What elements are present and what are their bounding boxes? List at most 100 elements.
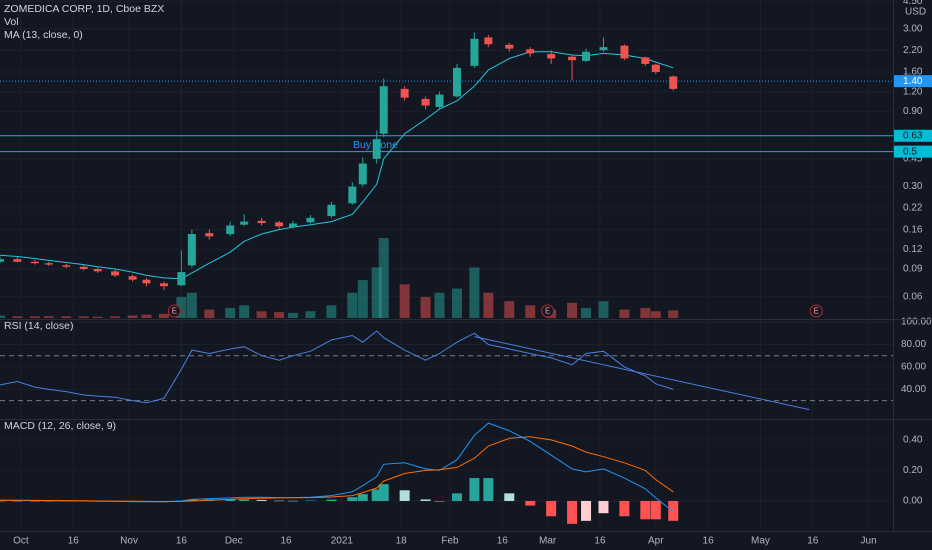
candle-body (484, 37, 493, 45)
y-tick-label: 40.00 (901, 384, 926, 395)
macd-histogram-bar (451, 493, 462, 501)
candle-body (669, 76, 678, 89)
y-tick-label: 0.06 (903, 291, 923, 302)
candle-body (379, 86, 388, 134)
volume-bar (256, 311, 267, 318)
x-tick-label: Feb (441, 536, 459, 547)
macd-histogram-bar (357, 494, 368, 501)
y-tick-label: 0.09 (903, 264, 923, 275)
candle-body (470, 38, 479, 66)
candle-body (547, 54, 556, 59)
macd-histogram-bar (619, 500, 630, 517)
macd-histogram-bar (186, 499, 197, 501)
macd-histogram-bar (256, 499, 267, 501)
x-tick-label: Apr (648, 536, 664, 547)
x-tick-label: Nov (120, 536, 138, 547)
macd-histogram-bar (274, 500, 285, 502)
signal-line (0, 436, 674, 503)
volume-bar (225, 307, 236, 318)
volume-bar (525, 305, 536, 318)
volume-bar (640, 307, 651, 318)
candle-body (651, 64, 660, 72)
rsi-legend: RSI (14, close) (4, 320, 73, 332)
macd-legend: MACD (12, 26, close, 9) (4, 420, 116, 432)
candle-body (372, 139, 381, 159)
y-tick-label: 80.00 (901, 339, 926, 350)
price-label-box (894, 75, 932, 88)
x-tick-label: 16 (497, 536, 509, 547)
macd-histogram-bar (12, 500, 23, 502)
y-tick-label: 100.00 (901, 317, 932, 328)
volume-bar (158, 313, 169, 318)
candle-body (582, 51, 591, 61)
volume-bar (650, 311, 661, 318)
volume-bar (483, 292, 494, 318)
volume-bar (78, 316, 89, 318)
candle-body (526, 49, 535, 54)
candle-body (620, 45, 629, 59)
candle-body (289, 223, 298, 228)
event-label: E (814, 307, 819, 316)
y-tick-label: 60.00 (901, 362, 926, 373)
volume-bar (43, 316, 54, 318)
y-tick-label: 0.30 (903, 181, 923, 192)
y-tick-label: 3.00 (903, 24, 923, 35)
candle-body (187, 234, 196, 266)
volume-bar (127, 315, 138, 318)
volume-legend: Vol (4, 16, 19, 28)
volume-bar (141, 314, 152, 318)
currency-label: USD (905, 7, 926, 18)
y-tick-label: 0.90 (903, 106, 923, 117)
candle-body (205, 233, 214, 237)
volume-bar (420, 296, 431, 318)
volume-bar (12, 316, 23, 318)
macd-histogram-bar (29, 500, 40, 502)
volume-bar (29, 316, 40, 318)
candle-body (79, 266, 88, 270)
macd-histogram-bar (581, 500, 592, 521)
volume-bar (110, 316, 121, 318)
volume-bar (598, 301, 609, 318)
volume-bar (61, 316, 72, 318)
candle-body (348, 186, 357, 204)
price-label-box (894, 129, 932, 142)
candle-body (0, 259, 4, 262)
candle-body (435, 94, 444, 107)
volume-bar (288, 312, 299, 318)
candle-body (599, 47, 608, 51)
macd-histogram-bar (0, 500, 5, 502)
candle-body (421, 98, 430, 106)
candle-body (111, 271, 120, 276)
y-tick-label: 0.00 (903, 496, 923, 507)
candle-body (641, 57, 650, 64)
candle-body (62, 265, 71, 267)
volume-bar (305, 311, 316, 318)
macd-histogram-bar (305, 500, 316, 502)
candle-body (128, 276, 137, 280)
macd-histogram-bar (371, 489, 382, 501)
macd-histogram-bar (546, 500, 557, 517)
y-tick-label: 0.45 (903, 153, 923, 164)
x-tick-label: 16 (280, 536, 292, 547)
volume-bar (504, 301, 515, 318)
candle-body (44, 263, 53, 265)
y-tick-label: 4.50 (903, 0, 923, 7)
y-tick-label: 0.22 (903, 202, 923, 213)
macd-histogram-bar (399, 490, 410, 501)
candle-body (306, 217, 315, 223)
volume-bar (347, 292, 358, 318)
volume-bar (567, 302, 578, 318)
macd-histogram-bar (347, 497, 358, 501)
candle-body (226, 225, 235, 235)
candle-body (327, 204, 336, 217)
volume-bar (619, 309, 630, 318)
price-label: 0.5 (903, 146, 917, 157)
x-tick-label: Dec (225, 536, 243, 547)
macd-histogram-bar (225, 499, 236, 501)
y-tick-label: 0.16 (903, 224, 923, 235)
x-tick-label: 16 (68, 536, 80, 547)
annotation: Buy Zone (353, 139, 398, 151)
price-label-box (894, 145, 932, 158)
macd-histogram-bar (469, 478, 480, 501)
